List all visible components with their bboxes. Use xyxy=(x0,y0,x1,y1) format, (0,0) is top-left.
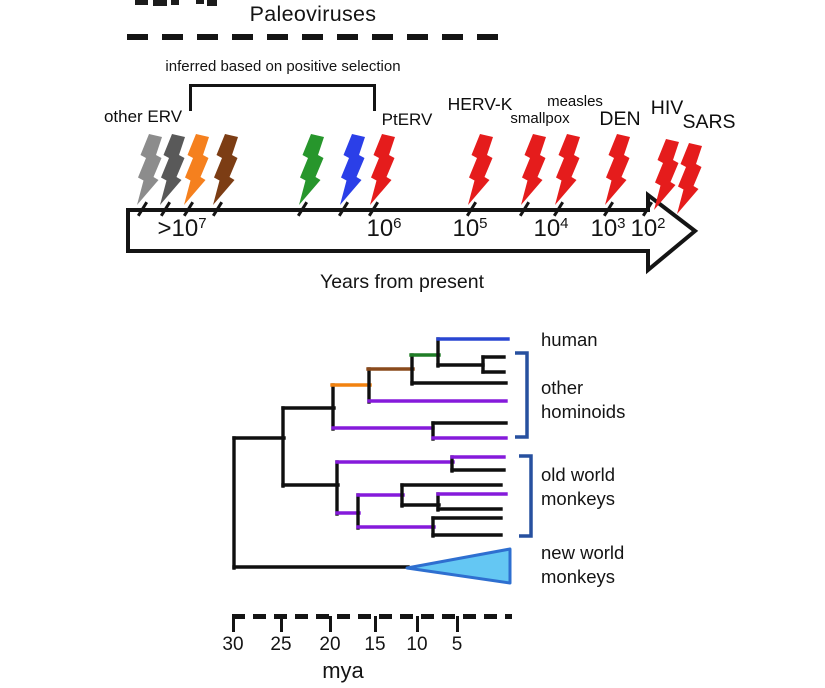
measles-label: measles xyxy=(547,93,603,110)
erv-blue-lightning-bolt-shape xyxy=(340,134,365,205)
other-erv-label: other ERV xyxy=(103,107,183,126)
timeline-tick-base: 10 xyxy=(630,215,658,242)
sars-lightning-bolt-icon xyxy=(677,143,702,214)
scale-tick-value-15: 15 xyxy=(364,634,386,655)
scale-tick-30 xyxy=(231,616,235,632)
positive-selection-bracket xyxy=(189,84,376,111)
timeline-tick-base: 10 xyxy=(366,215,394,242)
scale-tick-25 xyxy=(279,616,283,632)
den-lightning-bolt-icon xyxy=(605,134,630,205)
other-hominoids-label: other hominoids xyxy=(541,377,626,422)
pterv-lightning-bolt-icon xyxy=(370,134,395,205)
pterv-lightning-bolt-shape xyxy=(370,134,395,205)
new-world-monkeys-label: new world monkeys xyxy=(541,542,625,587)
smallpox-lightning-bolt-shape xyxy=(521,134,546,205)
scale-tick-20 xyxy=(328,616,332,632)
timeline-tick-label-10e3: 103 xyxy=(590,215,625,243)
sars-lightning-bolt-shape xyxy=(677,143,702,214)
clade-bracket-old-world-monkeys xyxy=(519,454,533,538)
human-label: human xyxy=(541,329,598,350)
hiv-lightning-bolt-shape xyxy=(654,139,679,210)
timeline-tick-exponent: 7 xyxy=(198,215,207,232)
scale-tick-15 xyxy=(373,616,377,632)
herv-k-lightning-bolt-icon xyxy=(468,134,493,205)
old-world-monkeys-label: old world monkeys xyxy=(541,464,616,509)
timeline-tick-base: 10 xyxy=(533,215,561,242)
cropped-text-fragment xyxy=(135,0,148,5)
timeline-tick-label-10e4: 104 xyxy=(533,215,568,243)
den-label: DEN xyxy=(599,108,641,130)
scale-tick-value-30: 30 xyxy=(222,634,244,655)
scale-tick-5 xyxy=(455,616,459,632)
timeline-tick-exponent: 3 xyxy=(617,215,626,232)
scale-bar-dashed-line xyxy=(232,614,512,619)
cropped-text-fragment xyxy=(196,0,204,4)
mya-label: mya xyxy=(322,658,364,683)
cropped-text-fragment xyxy=(153,0,167,6)
other-erv-4-lightning-bolt-icon xyxy=(213,134,238,205)
timeline-tick-exponent: 2 xyxy=(657,215,666,232)
clade-bracket-other-hominoids xyxy=(515,351,529,439)
sars-label: SARS xyxy=(682,111,736,133)
scale-tick-value-10: 10 xyxy=(406,634,428,655)
timeline-tick-exponent: 5 xyxy=(479,215,488,232)
cropped-text-fragment xyxy=(171,0,179,5)
measles-lightning-bolt-icon xyxy=(555,134,580,205)
scale-tick-value-5: 5 xyxy=(451,634,463,655)
smallpox-lightning-bolt-icon xyxy=(521,134,546,205)
paleoviruses-dashed-line xyxy=(127,34,499,40)
smallpox-label: smallpox xyxy=(510,110,570,127)
positive-selection-annotation: inferred based on positive selection xyxy=(165,58,401,75)
other-erv-3-lightning-bolt-shape xyxy=(184,134,209,205)
erv-green-lightning-bolt-shape xyxy=(299,134,324,205)
new-world-monkeys-collapsed-clade-triangle xyxy=(405,547,512,585)
timeline-axis-label: Years from present xyxy=(319,271,485,293)
other-erv-1-lightning-bolt-icon xyxy=(137,134,162,205)
timeline-tick-label-10e7: >107 xyxy=(157,215,206,243)
timeline-tick-label-10e2: 102 xyxy=(630,215,665,243)
hiv-lightning-bolt-icon xyxy=(654,139,679,210)
timeline-tick-label-10e6: 106 xyxy=(366,215,401,243)
other-erv-2-lightning-bolt-shape xyxy=(160,134,185,205)
cropped-text-fragment xyxy=(207,0,217,6)
other-erv-1-lightning-bolt-shape xyxy=(137,134,162,205)
pterv-label: PtERV xyxy=(381,110,433,129)
erv-blue-lightning-bolt-icon xyxy=(340,134,365,205)
erv-green-lightning-bolt-icon xyxy=(299,134,324,205)
timeline-tick-exponent: 6 xyxy=(393,215,402,232)
measles-lightning-bolt-shape xyxy=(555,134,580,205)
other-erv-4-lightning-bolt-shape xyxy=(213,134,238,205)
timeline-tick-label-10e5: 105 xyxy=(452,215,487,243)
timeline-tick-base: 10 xyxy=(590,215,618,242)
timeline-tick-base: 10 xyxy=(452,215,480,242)
scale-tick-10 xyxy=(415,616,419,632)
herv-k-label: HERV-K xyxy=(447,94,513,114)
herv-k-lightning-bolt-shape xyxy=(468,134,493,205)
timeline-tick-exponent: 4 xyxy=(560,215,569,232)
timeline-tick-base: >10 xyxy=(157,215,199,242)
scale-tick-value-20: 20 xyxy=(319,634,341,655)
hiv-label: HIV xyxy=(650,97,684,119)
other-erv-3-lightning-bolt-icon xyxy=(184,134,209,205)
other-erv-2-lightning-bolt-icon xyxy=(160,134,185,205)
den-lightning-bolt-shape xyxy=(605,134,630,205)
scale-tick-value-25: 25 xyxy=(270,634,292,655)
paleoviruses-title: Paleoviruses xyxy=(249,2,377,26)
